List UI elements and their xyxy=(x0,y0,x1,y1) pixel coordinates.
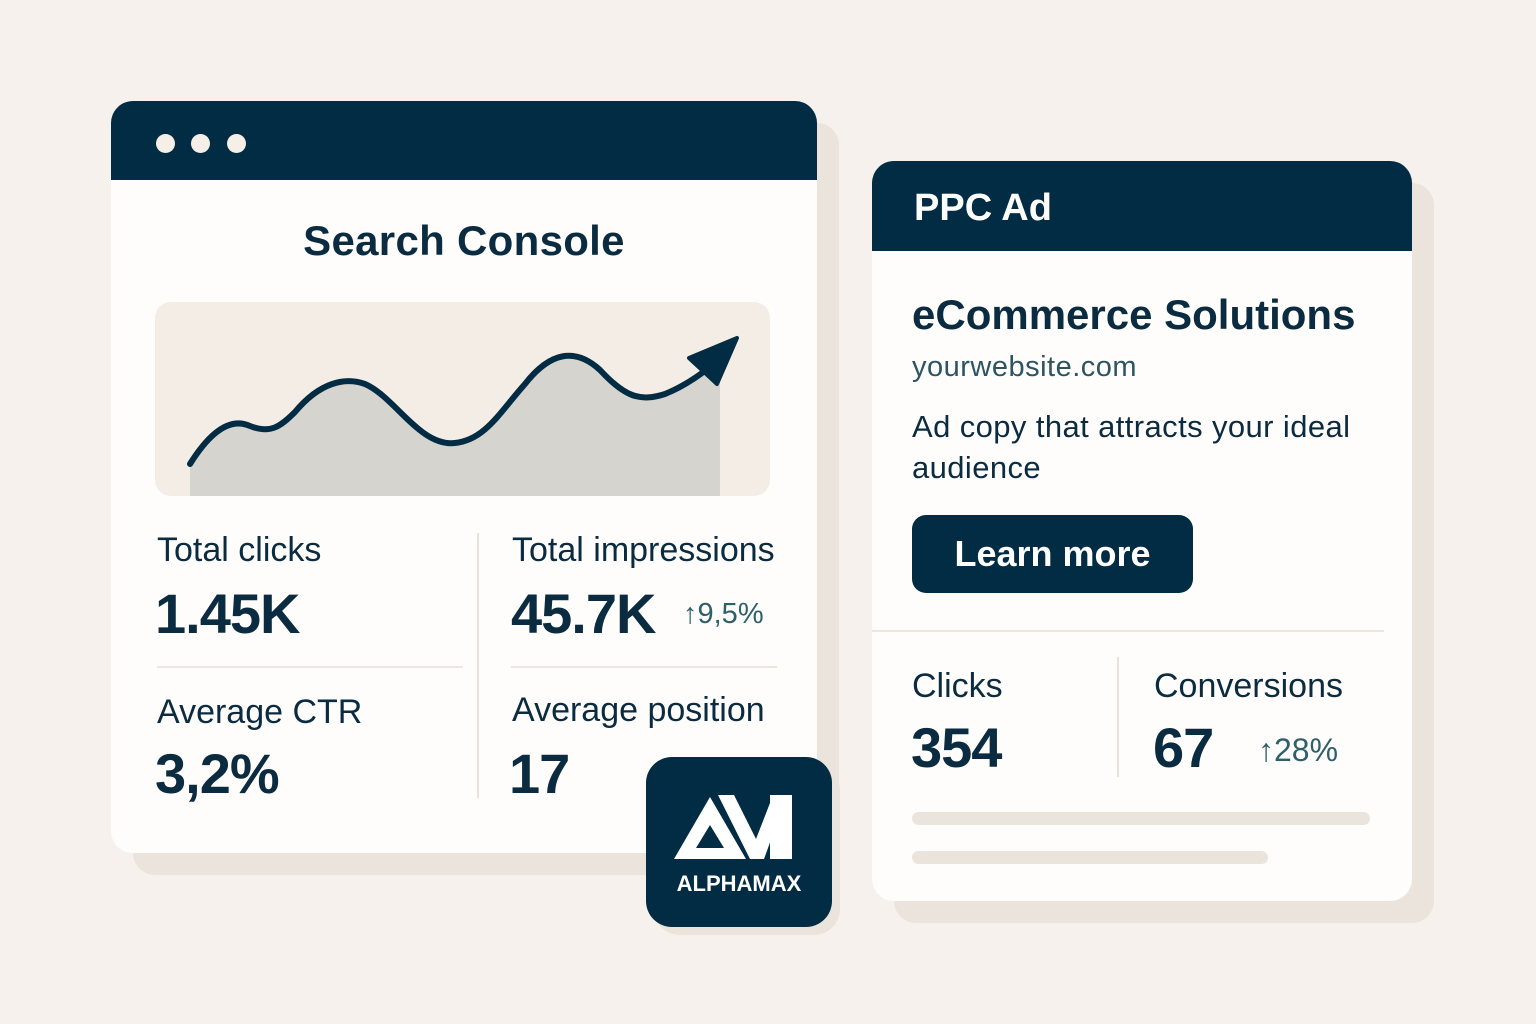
placeholder-line xyxy=(912,812,1370,825)
average-ctr-label: Average CTR xyxy=(157,693,363,731)
conversions-delta: ↑28% xyxy=(1258,732,1339,768)
section-divider xyxy=(872,630,1384,632)
impressions-delta: ↑9,5% xyxy=(683,598,764,630)
conversions-label: Conversions xyxy=(1154,667,1343,705)
ppc-ad-card: PPC Ad eCommerce Solutions yourwebsite.c… xyxy=(872,161,1412,901)
ppc-card-title: PPC Ad xyxy=(914,187,1052,229)
total-impressions-value: 45.7K xyxy=(511,582,656,645)
ppc-clicks-value: 354 xyxy=(911,716,1002,779)
window-dot-icon[interactable] xyxy=(191,134,210,153)
metrics-divider xyxy=(1117,657,1119,777)
ad-display-url[interactable]: yourwebsite.com xyxy=(912,351,1138,383)
ad-headline[interactable]: eCommerce Solutions xyxy=(912,291,1356,338)
ad-description: Ad copy that attracts your ideal audienc… xyxy=(912,409,1351,485)
ppc-clicks-label: Clicks xyxy=(912,667,1003,705)
search-console-card: Search Console Total clicks 1.45K Total … xyxy=(111,101,817,853)
alphamax-av-logo-icon xyxy=(674,795,792,859)
learn-more-button[interactable]: Learn more xyxy=(912,515,1193,593)
alphamax-wordmark: ALPHAMAX xyxy=(676,871,802,896)
placeholder-line xyxy=(912,851,1268,864)
total-clicks-label: Total clicks xyxy=(157,531,322,569)
window-dot-icon[interactable] xyxy=(227,134,246,153)
arrow-up-icon: ↑ xyxy=(1258,732,1274,768)
conversions-value: 67 xyxy=(1153,716,1214,779)
alphamax-logo-badge: ALPHAMAX xyxy=(646,757,832,927)
performance-chart xyxy=(155,302,770,496)
arrow-up-right-icon xyxy=(687,336,739,386)
search-console-title: Search Console xyxy=(303,217,625,264)
arrow-up-icon: ↑ xyxy=(683,598,698,630)
trend-line-chart xyxy=(187,336,739,496)
average-position-label: Average position xyxy=(512,691,765,729)
window-titlebar xyxy=(111,101,817,180)
total-clicks-value: 1.45K xyxy=(155,582,300,645)
ppc-card-header: PPC Ad xyxy=(872,161,1412,251)
metrics-divider xyxy=(157,666,463,668)
metrics-divider xyxy=(511,666,777,668)
window-dot-icon[interactable] xyxy=(156,134,175,153)
average-ctr-value: 3,2% xyxy=(155,742,280,805)
metrics-divider xyxy=(477,533,479,798)
average-position-value: 17 xyxy=(509,742,570,805)
total-impressions-label: Total impressions xyxy=(512,531,775,569)
trend-line xyxy=(187,352,726,467)
